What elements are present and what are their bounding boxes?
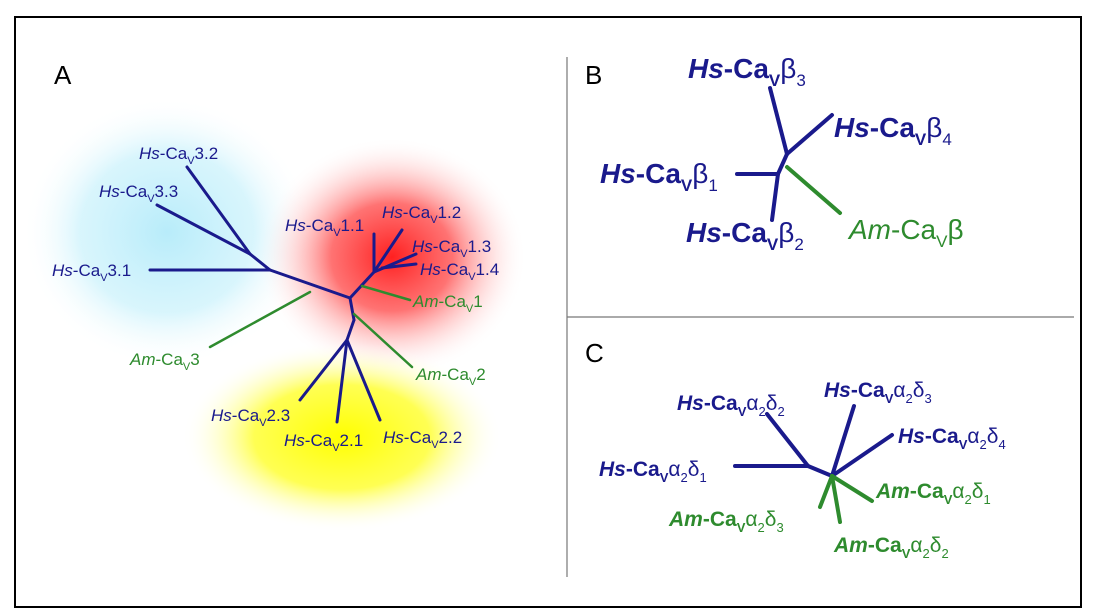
branch-to-hs-ad4: [830, 433, 894, 478]
label-hs-cav-a2d3: Hs-CaVα2δ3: [824, 379, 932, 406]
branch-to-hs-ad3: [830, 404, 856, 478]
glow-cav2-cluster: [182, 342, 502, 532]
label-hs-cav-a2d1: Hs-CaVα2δ1: [599, 458, 707, 485]
label-hs-cav1-1: Hs-CaV1.1: [285, 216, 364, 239]
branch-to-am-beta: [785, 165, 842, 215]
branch-to-cav32: [185, 165, 252, 256]
label-hs-cav1-4: Hs-CaV1.4: [420, 260, 499, 283]
label-hs-cav3-2: Hs-CaV3.2: [139, 144, 218, 167]
label-hs-cav2-1: Hs-CaV2.1: [284, 431, 363, 454]
panel-letter-b: B: [585, 60, 602, 90]
branch-to-am-cav3: [208, 290, 312, 349]
branch-root-left: [268, 268, 352, 300]
branch-to-am-cav2: [352, 312, 414, 369]
branch-to-am-ad3: [818, 474, 834, 509]
label-am-cav1: Am-CaV1: [412, 292, 483, 315]
label-am-cav-a2d3: Am-CaVα2δ3: [668, 508, 784, 535]
label-am-cav3: Am-CaV3: [129, 350, 200, 373]
label-hs-cav1-3: Hs-CaV1.3: [412, 237, 491, 260]
branch-cav3-node: [248, 252, 272, 272]
branch-to-cav12: [372, 228, 404, 274]
figure-canvas: A B C: [22, 53, 1074, 577]
panel-a-tree: Hs-CaV3.2 Hs-CaV3.3 Hs-CaV3.1 Am-CaV3 Hs…: [22, 97, 527, 532]
label-am-cav-a2d1: Am-CaVα2δ1: [875, 480, 991, 507]
glow-cav1-cluster: [257, 137, 527, 377]
label-hs-cavbeta4: Hs-CaVβ4: [834, 112, 952, 149]
label-hs-cav2-3: Hs-CaV2.3: [211, 406, 290, 429]
branch-to-hs-ad2: [765, 412, 810, 468]
label-hs-cav3-1: Hs-CaV3.1: [52, 261, 131, 284]
branch-to-cav21: [335, 338, 349, 424]
label-hs-cav-a2d4: Hs-CaVα2δ4: [898, 425, 1006, 452]
label-hs-cavbeta2: Hs-CaVβ2: [686, 217, 804, 254]
label-hs-cavbeta1: Hs-CaVβ1: [600, 158, 718, 195]
label-hs-cav3-3: Hs-CaV3.3: [99, 182, 178, 205]
branch-c-internal: [806, 464, 834, 478]
label-hs-cavbeta3: Hs-CaVβ3: [688, 53, 806, 90]
branch-to-beta3: [768, 86, 789, 156]
label-hs-cav1-2: Hs-CaV1.2: [382, 203, 461, 226]
label-hs-cav-a2d2: Hs-CaVα2δ2: [677, 392, 785, 419]
label-hs-cav2-2: Hs-CaV2.2: [383, 428, 462, 451]
branch-to-beta1: [776, 152, 789, 176]
branch-to-cav33: [155, 203, 252, 256]
panel-letter-a: A: [54, 60, 72, 90]
glow-cav3-cluster: [22, 97, 312, 367]
label-am-cav2: Am-CaV2: [415, 365, 486, 388]
figure-frame: A B C: [14, 16, 1082, 608]
panel-b-tree: Hs-CaVβ3 Hs-CaVβ4 Hs-CaVβ1 Hs-CaVβ2 Am-C…: [600, 53, 964, 254]
branch-to-am-cav1: [360, 284, 412, 302]
branch-to-cav22: [345, 338, 382, 422]
panel-letter-c: C: [585, 338, 604, 368]
branch-to-beta2: [770, 172, 780, 222]
branch-to-am-ad1: [830, 474, 874, 503]
branch-to-cav23: [298, 338, 349, 402]
label-am-cav-a2d2: Am-CaVα2δ2: [833, 534, 949, 561]
branch-to-am-ad2: [830, 474, 842, 524]
panel-c-tree: Hs-CaVα2δ2 Hs-CaVα2δ3 Hs-CaVα2δ4 Hs-CaVα…: [599, 379, 1006, 561]
branch-root-down: [348, 296, 356, 322]
label-am-cavbeta: Am-CaVβ: [847, 214, 964, 251]
branch-to-cav14: [380, 262, 418, 270]
branch-to-beta4: [785, 113, 834, 156]
branch-cav2-node: [345, 318, 356, 342]
